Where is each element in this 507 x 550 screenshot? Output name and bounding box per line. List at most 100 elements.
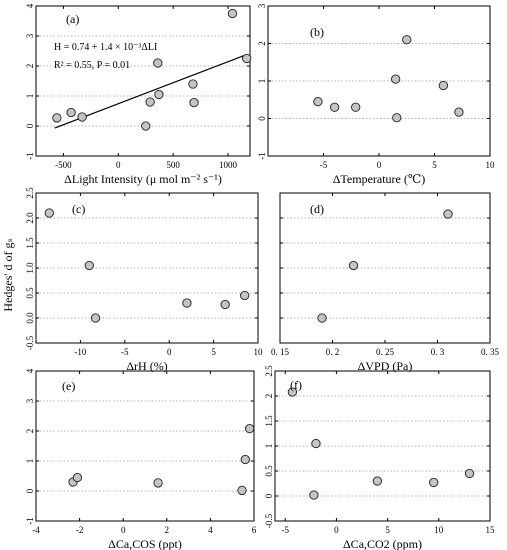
y-tick-label: 4	[25, 368, 35, 373]
x-tick-label: 5	[211, 347, 216, 357]
x-axis-label: ΔrH (%)	[126, 359, 167, 373]
y-tick-label: 2	[257, 41, 267, 46]
data-point	[464, 468, 475, 479]
x-tick-label: 10	[434, 525, 444, 535]
data-point	[240, 290, 250, 301]
panel-d: 0. 15 0. 2 0. 25 0. 3 0. 35 (d) ΔVPD (Pa)	[271, 192, 500, 373]
fit-line	[54, 54, 247, 129]
x-tick-label: 0	[116, 160, 121, 170]
data-point	[141, 121, 151, 131]
y-tick-label: 0.0	[25, 312, 35, 324]
y-tick-label: -0.5	[264, 513, 274, 528]
data-point	[44, 208, 54, 218]
y-tick-label: 1.5	[264, 415, 274, 427]
data-point	[189, 97, 199, 108]
data-point	[72, 472, 83, 483]
plot-frame	[35, 370, 255, 522]
data-point	[454, 107, 464, 117]
data-point	[309, 490, 319, 500]
y-tick-label: 4	[25, 3, 35, 8]
y-tick-label: 1	[264, 444, 274, 449]
x-tick-label: -500	[55, 160, 72, 170]
x-axis-label: ΔVPD (Pa)	[358, 359, 413, 373]
y-tick-label: 1.0	[25, 262, 35, 274]
data-point	[153, 478, 163, 488]
x-tick-label: 0	[167, 347, 172, 357]
data-point	[237, 485, 247, 496]
data-point	[348, 260, 359, 271]
y-tick-label: 1	[25, 94, 35, 99]
x-tick-label: -5	[121, 347, 129, 357]
panel-label: (f)	[290, 378, 302, 392]
x-tick-label: 0. 3	[431, 347, 445, 357]
y-tick-label: 2.5	[25, 187, 35, 199]
x-tick-label: 500	[166, 160, 180, 170]
data-point	[153, 58, 163, 68]
x-tick-label: 5	[385, 525, 390, 535]
x-tick-label: 0	[334, 525, 339, 535]
y-tick-label: 2.5	[264, 365, 274, 377]
x-tick-label: 0	[121, 525, 126, 535]
y-tick-label: 2	[264, 394, 274, 399]
data-point	[84, 260, 94, 271]
data-point	[372, 476, 383, 486]
data-point	[351, 102, 361, 112]
x-tick-label: 2	[165, 525, 170, 535]
y-tick-label: 2.0	[25, 212, 35, 224]
data-point	[329, 102, 340, 112]
x-tick-label: 10	[254, 347, 264, 357]
data-point	[443, 209, 453, 219]
data-point	[287, 387, 298, 397]
x-axis-label: ΔCa,COS (ppt)	[108, 537, 182, 550]
x-tick-label: 0. 25	[376, 347, 395, 357]
x-tick-label: -2	[76, 525, 84, 535]
data-point	[392, 113, 402, 123]
data-point	[227, 8, 238, 19]
x-tick-label: -4	[32, 525, 40, 535]
data-point	[188, 79, 198, 89]
x-tick-label: 10	[486, 160, 496, 170]
data-point	[77, 112, 87, 122]
y-tick-label: 3	[25, 398, 35, 403]
data-point	[244, 423, 255, 434]
data-point	[220, 299, 230, 310]
annotation-text: R² = 0.55, P = 0.01	[54, 60, 130, 71]
data-point	[240, 454, 250, 465]
panel-label: (d)	[310, 202, 324, 216]
x-tick-label: 15	[486, 525, 496, 535]
y-tick-label: 1	[25, 459, 35, 464]
y-tick-label: 1.5	[25, 237, 35, 249]
x-tick-label: 0. 35	[481, 347, 500, 357]
data-point	[390, 74, 401, 84]
plot-frame	[35, 192, 259, 344]
y-tick-label: 3	[25, 33, 35, 38]
data-point	[145, 97, 155, 107]
y-tick-label: 0.5	[264, 465, 274, 477]
x-tick-label: 0	[377, 160, 382, 170]
x-tick-label: 0. 2	[326, 347, 340, 357]
panel-c: -0.5 0.0 0.5 1.0 1.5 2.0 2.5 -10 -5 0 5 10 (c) ΔrH (%…	[25, 187, 263, 373]
x-tick-label: 4	[208, 525, 213, 535]
x-tick-label: 6	[252, 525, 257, 535]
y-tick-label: -1	[25, 517, 35, 525]
y-tick-label: -1	[25, 152, 35, 160]
y-tick-label: 2	[25, 64, 35, 69]
y-tick-label: 0	[264, 493, 274, 498]
y-tick-label: -0.5	[25, 335, 35, 350]
panel-label: (a)	[66, 12, 79, 26]
x-axis-label: ΔTemperature (℃)	[333, 172, 426, 186]
x-axis-label: ΔLight Intensity (μ mol m⁻² s⁻¹)	[64, 172, 222, 186]
panel-label: (e)	[62, 379, 75, 393]
panel-label: (b)	[310, 25, 324, 39]
y-tick-label: 0.5	[25, 287, 35, 299]
data-point	[242, 53, 252, 64]
y-tick-label: 3	[257, 3, 267, 8]
y-tick-label: 0	[25, 488, 35, 493]
panel-f: -0.5 0 0.5 1 1.5 2 2.5 -5 0 5 10 15 (f) ΔCa,CO2 (ppm)	[264, 365, 495, 550]
plot-frame	[267, 5, 491, 157]
y-tick-label: 1	[257, 79, 267, 84]
y-tick-label: 0	[257, 116, 267, 121]
data-point	[317, 313, 327, 323]
panel-label: (c)	[72, 202, 85, 216]
